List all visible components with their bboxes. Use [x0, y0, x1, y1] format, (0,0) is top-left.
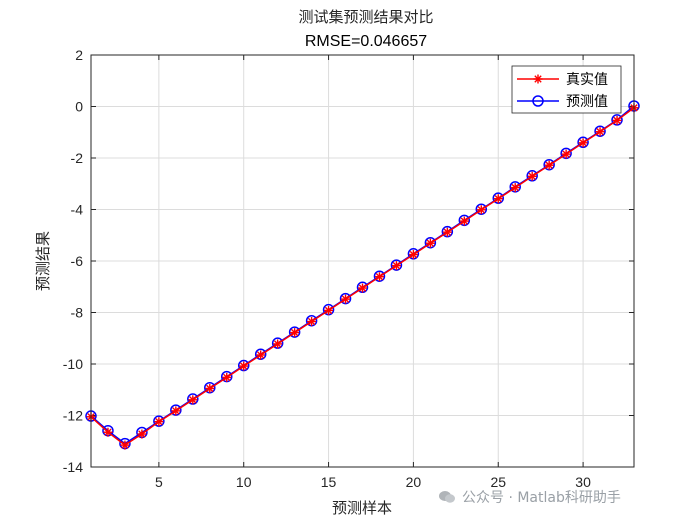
- point-true: [137, 429, 147, 439]
- point-true: [205, 383, 215, 393]
- chart-subtitle: RMSE=0.046657: [305, 33, 427, 50]
- y-tick-label: -14: [63, 459, 83, 475]
- point-true: [459, 216, 469, 226]
- y-tick-label: -2: [71, 150, 84, 166]
- series-layer: [85, 100, 640, 450]
- y-tick-label: -10: [63, 356, 83, 372]
- plot-frame: [90, 54, 635, 468]
- y-tick-label: -12: [63, 408, 83, 424]
- point-true: [307, 317, 317, 327]
- point-true: [171, 406, 181, 416]
- point-true: [408, 250, 418, 260]
- point-true: [358, 283, 367, 293]
- point-true: [391, 261, 401, 271]
- wechat-icon: [439, 491, 455, 503]
- point-true: [595, 127, 605, 137]
- y-tick-label: -6: [71, 253, 84, 269]
- point-true: [290, 328, 300, 338]
- point-true: [374, 272, 384, 282]
- legend-label-true: 真实值: [566, 72, 608, 88]
- point-true: [120, 440, 130, 450]
- point-true: [341, 294, 351, 304]
- point-true: [239, 361, 249, 371]
- point-true: [527, 171, 537, 181]
- y-tick-label: 0: [75, 99, 83, 115]
- x-tick-label: 10: [236, 474, 252, 490]
- legend-label-pred: 预测值: [566, 94, 608, 110]
- watermark-text: 公众号 · Matlab科研助手: [462, 490, 621, 506]
- point-true: [510, 183, 520, 193]
- y-tick-label: -8: [71, 305, 84, 321]
- point-true: [256, 350, 266, 360]
- point-true: [612, 115, 622, 125]
- legend-box: [511, 65, 622, 114]
- point-true: [154, 417, 164, 427]
- point-true: [222, 372, 232, 382]
- point-true: [425, 238, 435, 248]
- point-true: [476, 205, 486, 215]
- point-true: [561, 149, 571, 159]
- y-axis-label: 预测结果: [34, 231, 52, 291]
- legend-marker-true: [533, 74, 543, 84]
- y-tick-label: -4: [71, 202, 84, 218]
- x-tick-label: 25: [490, 474, 506, 490]
- point-true: [442, 227, 452, 237]
- legend-entry-pred: 预测值: [517, 94, 608, 110]
- point-true: [188, 395, 198, 405]
- legend-entry-true: 真实值: [517, 72, 608, 88]
- legend-marker-pred: [532, 95, 544, 107]
- series-true: [86, 103, 639, 450]
- x-tick-label: 30: [575, 474, 591, 490]
- x-tick-label: 15: [321, 474, 337, 490]
- chart-title: 测试集预测结果对比: [298, 8, 433, 26]
- point-true: [493, 194, 503, 204]
- point-true: [103, 427, 113, 437]
- legend: 真实值 预测值: [511, 65, 622, 114]
- x-tick-label: 5: [155, 474, 163, 490]
- point-true: [544, 160, 554, 170]
- x-tick-label: 20: [406, 474, 422, 490]
- point-true: [273, 339, 283, 349]
- watermark: 公众号 · Matlab科研助手: [438, 486, 688, 508]
- y-tick-label: 2: [75, 47, 83, 63]
- point-true: [324, 305, 334, 315]
- x-axis-label: 预测样本: [332, 499, 392, 517]
- point-true: [578, 138, 588, 148]
